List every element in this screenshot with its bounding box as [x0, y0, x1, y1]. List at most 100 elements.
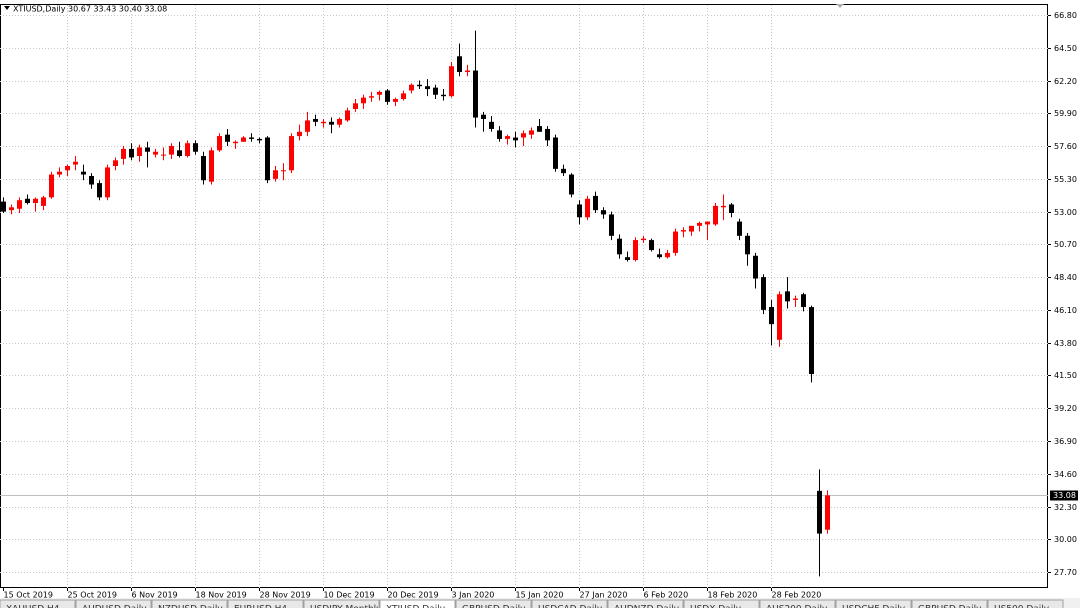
candle-body: [201, 156, 206, 181]
tab[interactable]: [379, 599, 456, 608]
candle-body: [161, 154, 166, 156]
candle-body: [217, 136, 222, 151]
candle-body: [57, 171, 62, 175]
x-tick-label: 18 Feb 2020: [708, 591, 758, 600]
candle-body: [145, 147, 150, 152]
candle-body: [25, 198, 30, 204]
candle-body: [193, 143, 198, 152]
candle-body: [529, 130, 534, 135]
candle-body: [489, 121, 494, 129]
y-tick-label: 64.50: [1054, 44, 1077, 53]
y-tick-label: 59.90: [1054, 109, 1077, 118]
y-tick-label: 41.50: [1054, 371, 1077, 380]
shift-marker: [836, 4, 844, 8]
y-tick-label: 53.00: [1054, 208, 1077, 217]
candle-body: [353, 103, 358, 110]
tab-label: USDCAD,Daily: [538, 605, 603, 608]
tab[interactable]: [987, 599, 1064, 608]
candle-body: [433, 87, 438, 95]
candle-body: [745, 235, 750, 255]
candle-body: [305, 120, 310, 132]
x-tick-label: 10 Dec 2019: [324, 591, 375, 600]
candle-body: [537, 126, 542, 132]
candle-body: [129, 148, 134, 158]
candle-body: [265, 137, 270, 181]
y-tick-label: 32.30: [1054, 503, 1077, 512]
candle-body: [713, 205, 718, 225]
y-tick-label: 36.90: [1054, 437, 1077, 446]
x-tick-label: 3 Jan 2020: [452, 591, 495, 600]
tab[interactable]: [759, 599, 836, 608]
tab-bar: XAUUSD,H4 AUDUSD,Daily NZDUSD,Daily EURUSD,…: [0, 598, 1080, 608]
candle-body: [545, 128, 550, 141]
candle-body: [441, 94, 446, 97]
candle-body: [369, 96, 374, 98]
candle-body: [401, 93, 406, 100]
candle-body: [153, 151, 158, 155]
candle-body: [585, 198, 590, 218]
candle-body: [137, 147, 142, 157]
candle-body: [121, 148, 126, 159]
tab-label: NZDUSD,Daily: [158, 605, 223, 608]
y-tick-label: 55.30: [1054, 175, 1077, 184]
candle-body: [481, 114, 486, 119]
x-tick-label: 18 Nov 2019: [196, 591, 247, 600]
candle-body: [81, 171, 86, 175]
candle-body: [209, 150, 214, 182]
candle-body: [577, 204, 582, 218]
current-price-box: [1050, 490, 1078, 501]
candle-body: [425, 86, 430, 90]
candle-body: [697, 222, 702, 226]
candle-body: [769, 307, 774, 325]
candle-body: [1, 201, 6, 212]
candle-body: [825, 495, 830, 530]
tab[interactable]: [0, 599, 76, 608]
y-tick-label: 34.60: [1054, 470, 1077, 479]
candle-body: [657, 254, 662, 258]
candle-body: [297, 131, 302, 137]
tab-label: GBPUSD,Daily: [462, 605, 526, 608]
x-tick-label: 6 Nov 2019: [132, 591, 178, 600]
candle-body: [617, 238, 622, 255]
tab-label: USDCHF,Daily: [842, 605, 906, 608]
x-tick-label: 25 Oct 2019: [68, 591, 117, 600]
candle-body: [553, 137, 558, 169]
candle-body: [345, 110, 350, 121]
candle-body: [689, 225, 694, 232]
candle-body: [625, 257, 630, 261]
tab[interactable]: [607, 599, 684, 608]
tab[interactable]: [303, 599, 380, 608]
candle-body: [593, 195, 598, 211]
candle-body: [393, 99, 398, 102]
tab[interactable]: [75, 599, 152, 608]
candle-body: [33, 198, 38, 204]
tab[interactable]: [227, 599, 304, 608]
menu-arrow[interactable]: [4, 6, 10, 10]
candle-body: [465, 70, 470, 72]
candle-body: [801, 294, 806, 308]
tab[interactable]: [455, 599, 532, 608]
candle-body: [313, 118, 318, 122]
candle-body: [761, 277, 766, 310]
tab[interactable]: [835, 599, 912, 608]
tab[interactable]: [683, 599, 760, 608]
x-tick-label: 28 Nov 2019: [260, 591, 311, 600]
tab[interactable]: [531, 599, 608, 608]
candle-body: [233, 141, 238, 144]
tab[interactable]: [911, 599, 988, 608]
candle-body: [177, 150, 182, 157]
candle-body: [505, 136, 510, 139]
candle-body: [337, 118, 342, 125]
candle-body: [329, 121, 334, 125]
y-tick-label: 43.80: [1054, 339, 1077, 348]
plot-border: [0, 4, 1048, 588]
candle-body: [169, 146, 174, 155]
candle-body: [257, 138, 262, 141]
y-tick-label: 30.00: [1054, 535, 1077, 544]
tab[interactable]: [151, 599, 228, 608]
candle-body: [9, 207, 14, 211]
candle-body: [633, 240, 638, 261]
candle-body: [817, 490, 822, 534]
candle-body: [225, 134, 230, 142]
